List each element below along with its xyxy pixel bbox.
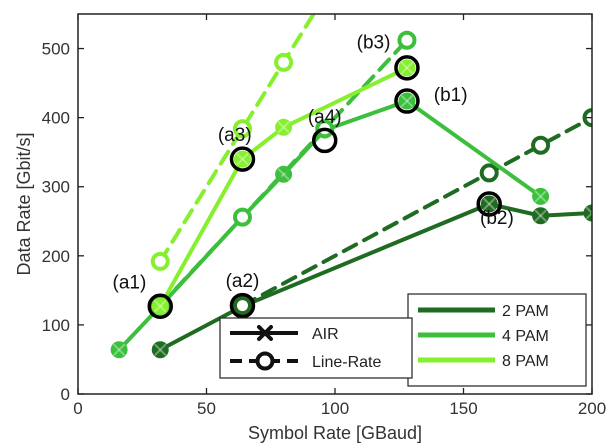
label-layer: 0 50 100 150 200 0 100 200 300 400 500	[42, 40, 607, 418]
4-pam-air-point	[398, 92, 416, 110]
8-pam-air-point	[275, 118, 293, 136]
2-pam-line-rate-point	[479, 163, 499, 183]
highlight-ring-b2	[476, 191, 502, 217]
legend-line-rate-label: Line-Rate	[312, 354, 381, 371]
highlight-label-b2: (b2)	[480, 208, 514, 229]
4-pam-line-rate-point	[232, 207, 252, 227]
8-pam-line-rate-line	[158, 14, 316, 264]
highlight-ring-b1	[394, 88, 420, 114]
highlight-label-a1: (a1)	[113, 272, 147, 293]
2-pam-line-rate-point	[531, 135, 551, 155]
legend-pam: 2 PAM 4 PAM 8 PAM	[407, 293, 587, 387]
x-tick-label: 150	[449, 399, 477, 418]
8-pam-air-line	[158, 65, 409, 309]
legend-style: AIR Line-Rate	[219, 317, 413, 379]
highlight-ring-a1	[147, 293, 173, 320]
legend-2pam-label: 2 PAM	[502, 303, 549, 320]
legend-style-box	[219, 317, 413, 379]
y-tick-label: 300	[42, 178, 70, 197]
legend-4pam-label: 4 PAM	[502, 328, 549, 345]
y-tick-label: 400	[42, 109, 70, 128]
8-pam-line-rate-point	[274, 52, 294, 72]
tick-layer	[77, 14, 593, 395]
2-pam-air-point	[532, 207, 550, 225]
highlight-ring-a3	[229, 146, 256, 172]
series-layer	[110, 0, 592, 359]
2-pam-air-point	[151, 341, 169, 359]
x-tick-label: 0	[73, 399, 82, 418]
4-pam-line-rate-point	[397, 30, 417, 50]
x-tick-label: 50	[197, 399, 216, 418]
highlight-label-b1: (b1)	[434, 85, 468, 106]
2-pam-line-rate-line	[240, 115, 592, 308]
8-pam-air-point	[233, 150, 251, 168]
y-tick-label: 0	[61, 385, 70, 404]
8-pam-line-rate-point	[150, 251, 170, 271]
2-pam-air-point	[480, 195, 498, 213]
highlight-label-a3: (a3)	[218, 125, 252, 146]
highlight-ring-b3	[394, 55, 420, 81]
x-tick-label: 100	[321, 399, 349, 418]
8-pam-line-rate-point	[317, 0, 332, 4]
4-pam-line-rate-line	[158, 38, 409, 308]
y-tick-label: 500	[42, 40, 70, 59]
2-pam-air-point	[583, 204, 592, 222]
x-tick-label: 200	[578, 399, 606, 418]
4-pam-air-point	[110, 341, 128, 359]
legend-pam-box	[407, 293, 587, 387]
y-axis-label: Data Rate [Gbit/s]	[14, 132, 34, 275]
2-pam-line-rate-point	[232, 296, 252, 316]
highlight-label-b3: (b3)	[357, 33, 391, 54]
8-pam-air-point	[151, 297, 169, 315]
legend-line-rate-marker	[255, 351, 275, 371]
legend-air-marker	[257, 325, 273, 341]
y-tick-label: 200	[42, 247, 70, 266]
4-pam-air-point	[532, 187, 550, 205]
x-axis-label: Symbol Rate [GBaud]	[248, 423, 422, 443]
y-tick-label: 100	[42, 316, 70, 335]
8-pam-air-point	[398, 59, 416, 77]
highlight-layer: (a1) (a2) (a3) (a4) (b1) (b2) (b3)	[113, 33, 514, 320]
legend-8pam-label: 8 PAM	[502, 353, 549, 370]
highlight-label-a4: (a4)	[308, 107, 342, 128]
highlight-ring-a4	[311, 127, 338, 154]
legend-air-label: AIR	[312, 326, 339, 343]
highlight-ring-a2	[229, 292, 256, 319]
highlight-label-a2: (a2)	[226, 271, 260, 292]
8-pam-line-rate-point	[232, 119, 252, 139]
